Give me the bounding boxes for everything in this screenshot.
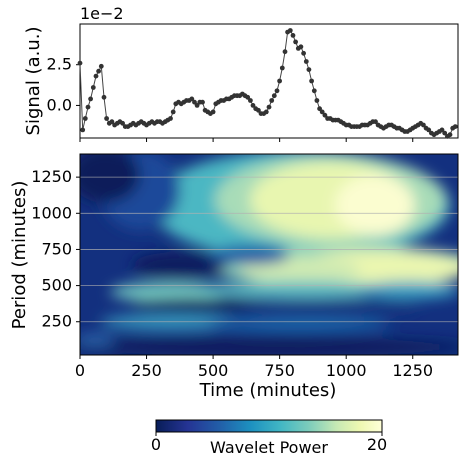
signal-point — [194, 103, 200, 108]
signal-point — [421, 122, 426, 128]
colorbar-label: Wavelet Power — [210, 438, 328, 457]
signal-point — [168, 116, 173, 121]
signal-point — [248, 98, 253, 103]
signal-point — [271, 93, 277, 99]
signal-point — [210, 109, 216, 115]
signal-point — [322, 112, 328, 118]
signal-point — [96, 68, 101, 74]
signal-y-ticks: 0.0 2.5 — [47, 55, 414, 142]
signal-point — [98, 63, 104, 69]
signal-plot-frame — [79, 23, 459, 139]
signal-point — [306, 67, 312, 72]
signal-y-tick-label: 2.5 — [47, 55, 72, 74]
signal-offset-text: 1e−2 — [80, 4, 124, 23]
signal-point — [274, 88, 280, 94]
signal-point — [442, 130, 448, 136]
signal-point — [314, 98, 320, 103]
signal-point — [250, 103, 256, 108]
signal-point — [85, 104, 91, 110]
signal-point — [170, 109, 176, 115]
signal-point — [303, 59, 309, 64]
signal-point — [317, 106, 322, 112]
signal-panel: 0.0 2.5 1e−2 Signal (a.u.) — [23, 4, 459, 142]
signal-point — [282, 49, 288, 55]
signal-point — [109, 119, 115, 125]
signal-point — [120, 120, 125, 126]
signal-point — [104, 116, 109, 121]
signal-point — [269, 98, 275, 103]
signal-point — [309, 78, 314, 84]
signal-point — [192, 99, 197, 105]
signal-point — [93, 73, 99, 79]
signal-point — [77, 60, 83, 66]
colorbar-gradient — [155, 419, 383, 433]
wavelet-y-ticks: 250 500 750 1000 1250 — [31, 167, 80, 331]
wavelet-y-tick-label: 250 — [41, 312, 72, 331]
wavelet-x-tick-label: 1000 — [326, 361, 367, 380]
signal-point — [90, 85, 96, 90]
wavelet-y-tick-label: 1000 — [31, 203, 72, 222]
signal-point — [298, 44, 304, 50]
signal-point — [256, 107, 261, 113]
colorbar-min-label: 0 — [151, 435, 161, 454]
signal-point — [287, 28, 293, 33]
colorbar: 0 20 Wavelet Power — [151, 419, 387, 457]
signal-point — [439, 127, 445, 133]
signal-point — [263, 109, 269, 115]
signal-point — [452, 124, 458, 129]
signal-points — [77, 28, 458, 139]
signal-point — [245, 94, 251, 100]
wavelet-x-tick-label: 500 — [198, 361, 229, 380]
wavelet-panel: 0 250 500 750 1000 1250 250 500 750 1000 1250 Tim… — [9, 153, 459, 401]
wavelet-heatmap — [80, 154, 458, 355]
colorbar-max-label: 20 — [367, 435, 387, 454]
signal-point — [189, 96, 195, 102]
signal-point — [88, 96, 93, 102]
signal-point — [319, 109, 325, 115]
wavelet-plot-frame — [79, 153, 459, 356]
signal-point — [373, 119, 378, 125]
signal-point — [101, 94, 107, 100]
wavelet-y-label: Period (minutes) — [9, 181, 30, 330]
signal-point — [311, 88, 317, 94]
signal-y-label: Signal (a.u.) — [23, 27, 44, 136]
signal-point — [426, 127, 432, 133]
wavelet-x-tick-label: 250 — [131, 361, 162, 380]
signal-point — [447, 132, 453, 138]
signal-point — [290, 33, 296, 38]
signal-point — [301, 50, 306, 56]
signal-point — [80, 127, 86, 133]
signal-point — [279, 65, 285, 71]
signal-point — [266, 104, 272, 110]
signal-point — [82, 116, 88, 121]
wavelet-x-ticks: 0 250 500 750 1000 1250 — [75, 355, 433, 380]
signal-point — [200, 99, 205, 105]
wavelet-x-tick-label: 750 — [264, 361, 295, 380]
wavelet-x-tick-label: 1250 — [392, 361, 433, 380]
signal-y-tick-label: 0.0 — [47, 95, 72, 114]
wavelet-gridlines — [80, 176, 458, 323]
wavelet-y-tick-label: 750 — [41, 239, 72, 258]
wavelet-y-tick-label: 500 — [41, 276, 72, 295]
wavelet-x-tick-label: 0 — [75, 361, 85, 380]
wavelet-x-label: Time (minutes) — [199, 380, 337, 401]
signal-point — [293, 39, 298, 45]
signal-point — [277, 78, 282, 84]
wavelet-y-tick-label: 1250 — [31, 167, 72, 186]
